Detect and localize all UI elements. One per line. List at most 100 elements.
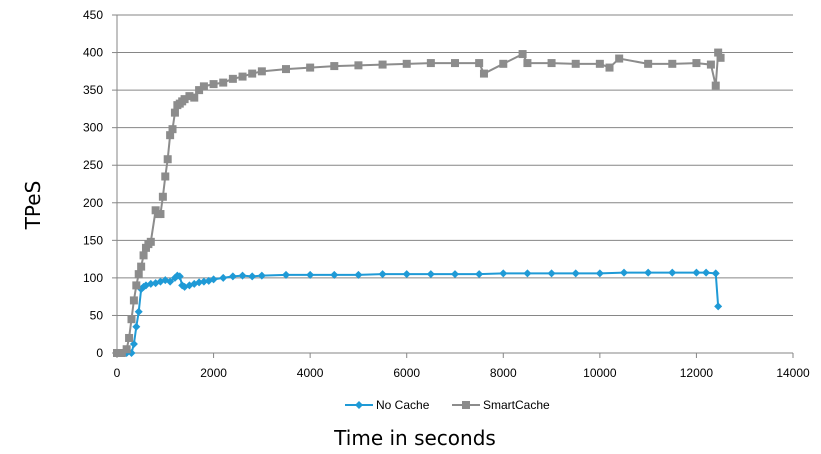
data-point-no-cache xyxy=(134,307,143,316)
data-point-no-cache xyxy=(692,268,701,277)
y-axis-label: TPeS xyxy=(21,181,45,231)
y-tick-label: 400 xyxy=(83,46,103,60)
data-point-no-cache xyxy=(219,273,228,282)
data-point-no-cache xyxy=(132,322,141,331)
data-point-smartcache xyxy=(426,59,435,68)
x-tick-label: 12000 xyxy=(680,366,714,380)
data-point-smartcache xyxy=(257,67,266,76)
data-point-no-cache xyxy=(175,272,184,281)
data-point-smartcache xyxy=(137,262,146,271)
legend: No Cache SmartCache xyxy=(345,398,550,412)
x-tick-label: 8000 xyxy=(490,366,517,380)
data-point-smartcache xyxy=(195,86,204,95)
data-point-no-cache xyxy=(702,268,711,277)
series-line-no-cache xyxy=(117,271,720,354)
y-tick-label: 200 xyxy=(83,196,103,210)
data-point-smartcache xyxy=(479,69,488,78)
data-point-no-cache xyxy=(571,269,580,278)
data-point-smartcache xyxy=(402,59,411,68)
data-point-no-cache xyxy=(248,272,257,281)
y-tick-label: 150 xyxy=(83,233,103,247)
y-tick-label: 0 xyxy=(96,346,103,360)
data-point-smartcache xyxy=(170,108,179,117)
x-tick-label: 6000 xyxy=(393,366,420,380)
data-point-smartcache xyxy=(330,62,339,71)
x-tick-label: 14000 xyxy=(776,366,810,380)
data-point-smartcache xyxy=(127,315,136,324)
data-point-no-cache xyxy=(199,277,208,286)
data-point-smartcache xyxy=(282,65,290,74)
x-axis-label: Time in seconds xyxy=(333,426,496,450)
data-point-no-cache xyxy=(523,269,532,278)
data-point-no-cache xyxy=(451,270,459,279)
data-point-smartcache xyxy=(451,59,459,68)
data-point-smartcache xyxy=(168,125,177,134)
data-point-no-cache xyxy=(129,339,138,348)
data-point-no-cache xyxy=(282,270,290,279)
data-point-no-cache xyxy=(195,278,204,287)
data-point-smartcache xyxy=(228,74,237,83)
series-smartcache xyxy=(113,48,725,357)
data-point-no-cache xyxy=(426,270,435,279)
data-point-smartcache xyxy=(518,50,527,59)
data-point-smartcache xyxy=(475,59,484,68)
data-point-smartcache xyxy=(499,59,508,68)
legend-label: SmartCache xyxy=(483,398,550,412)
data-point-no-cache xyxy=(644,268,653,277)
y-tick-label: 250 xyxy=(83,158,103,172)
data-point-no-cache xyxy=(547,269,556,278)
legend-swatch-marker xyxy=(355,401,363,409)
data-point-smartcache xyxy=(122,345,131,354)
data-point-smartcache xyxy=(129,296,138,305)
data-point-smartcache xyxy=(692,59,701,68)
data-point-smartcache xyxy=(547,59,556,68)
data-point-smartcache xyxy=(644,59,653,68)
data-point-no-cache xyxy=(475,270,484,279)
x-tick-label: 0 xyxy=(114,366,121,380)
data-point-no-cache xyxy=(711,269,720,278)
data-point-no-cache xyxy=(228,272,237,281)
data-point-smartcache xyxy=(238,72,247,81)
y-tick-label: 100 xyxy=(83,271,103,285)
data-point-smartcache xyxy=(668,59,677,68)
data-point-no-cache xyxy=(668,268,677,277)
data-point-no-cache xyxy=(238,271,247,280)
data-point-smartcache xyxy=(711,81,720,90)
data-point-smartcache xyxy=(378,60,387,69)
y-tick-label: 300 xyxy=(83,121,103,135)
data-point-smartcache xyxy=(113,349,121,357)
data-point-smartcache xyxy=(615,54,624,63)
data-point-smartcache xyxy=(190,93,199,102)
data-point-no-cache xyxy=(330,270,339,279)
data-point-smartcache xyxy=(605,63,614,72)
series-group xyxy=(113,48,725,357)
data-point-smartcache xyxy=(125,333,134,342)
data-point-smartcache xyxy=(706,60,715,69)
data-point-smartcache xyxy=(714,48,723,57)
data-point-no-cache xyxy=(714,302,723,311)
data-point-smartcache xyxy=(199,82,208,91)
data-point-smartcache xyxy=(523,59,532,68)
legend-label: No Cache xyxy=(376,398,430,412)
x-tick-label: 2000 xyxy=(200,366,227,380)
data-point-no-cache xyxy=(378,270,387,279)
y-tick-labels: 0 50 100 150 200 250 300 350 400 450 xyxy=(83,8,103,360)
data-point-no-cache xyxy=(354,270,363,279)
data-point-no-cache xyxy=(209,275,218,284)
x-tick-labels: 0 2000 4000 6000 8000 10000 12000 14000 xyxy=(114,366,810,380)
y-tick-label: 350 xyxy=(83,83,103,97)
data-point-smartcache xyxy=(219,78,228,87)
y-tick-label: 450 xyxy=(83,8,103,22)
data-point-smartcache xyxy=(306,63,315,72)
data-point-smartcache xyxy=(354,61,363,70)
data-point-smartcache xyxy=(571,59,580,68)
data-point-smartcache xyxy=(139,251,148,260)
data-point-smartcache xyxy=(117,349,126,357)
data-point-smartcache xyxy=(163,155,172,164)
data-point-no-cache xyxy=(306,270,315,279)
data-point-smartcache xyxy=(161,172,170,181)
legend-item-no-cache: No Cache xyxy=(345,398,430,412)
legend-item-smartcache: SmartCache xyxy=(452,398,550,412)
data-point-smartcache xyxy=(134,270,143,279)
data-point-no-cache xyxy=(620,268,628,277)
